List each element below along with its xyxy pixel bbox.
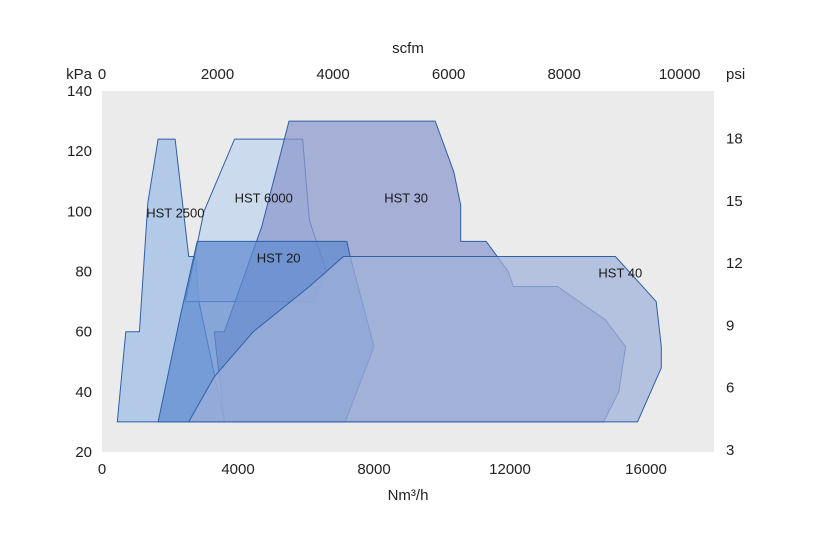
top-tick-label: 6000 [432,66,465,83]
right-tick-label: 9 [726,317,734,334]
series-label: HST 30 [384,190,428,205]
left-tick-label: 140 [67,83,92,100]
series-label: HST 2500 [146,205,204,220]
bottom-tick-label: 4000 [221,461,254,478]
right-axis-ticks: 3 6 9 12 15 18 [726,131,743,459]
top-axis-title: scfm [392,40,424,57]
top-tick-label: 2000 [201,66,234,83]
right-tick-label: 18 [726,131,743,148]
left-tick-label: 20 [75,444,92,461]
left-axis-unit: kPa [66,66,93,83]
bottom-axis-title: Nm³/h [388,487,429,504]
bottom-tick-label: 16000 [625,461,667,478]
left-tick-label: 100 [67,203,92,220]
left-tick-label: 120 [67,143,92,160]
series-layer [116,120,662,423]
right-tick-label: 6 [726,380,734,397]
bottom-tick-label: 12000 [489,461,531,478]
top-tick-label: 8000 [547,66,580,83]
left-tick-label: 80 [75,264,92,281]
top-axis-ticks: 0 2000 4000 6000 8000 10000 [98,66,701,83]
bottom-tick-label: 0 [98,461,106,478]
series-area-hst-40 [188,256,662,423]
bottom-axis-ticks: 0 4000 8000 12000 16000 [98,461,667,478]
right-tick-label: 3 [726,442,734,459]
bottom-tick-label: 8000 [357,461,390,478]
series-label: HST 40 [598,266,642,281]
series-label: HST 6000 [235,190,293,205]
series-label: HST 20 [257,250,301,265]
top-tick-label: 4000 [316,66,349,83]
left-tick-label: 40 [75,384,92,401]
left-tick-label: 60 [75,324,92,341]
right-tick-label: 12 [726,255,743,272]
right-axis-unit: psi [726,66,745,83]
right-tick-label: 15 [726,193,743,210]
series-labels: HST 2500 HST 6000 HST 30 HST 20 HST 40 [146,190,642,280]
top-tick-label: 10000 [659,66,701,83]
left-axis-ticks: 20 40 60 80 100 120 140 [67,83,92,461]
top-tick-label: 0 [98,66,106,83]
